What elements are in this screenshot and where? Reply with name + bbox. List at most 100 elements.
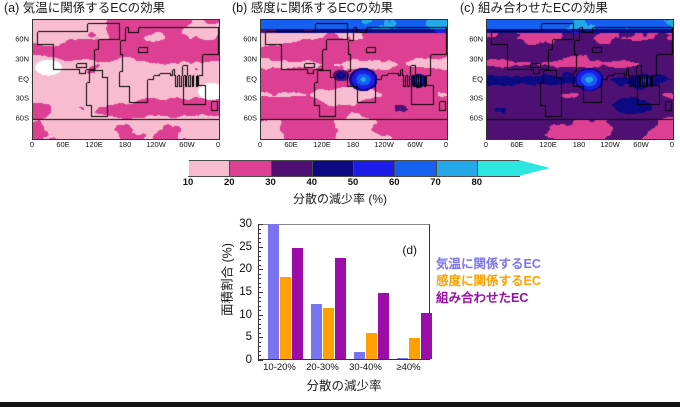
map-a-y-tick: EQ bbox=[18, 74, 29, 83]
x-tick-label: 20-30% bbox=[306, 362, 339, 373]
colorbar-over-arrow bbox=[519, 160, 550, 176]
y-tick-mark bbox=[258, 269, 263, 271]
map-a-x-tick: 60E bbox=[56, 140, 70, 149]
colorbar-segment-2 bbox=[271, 161, 313, 176]
map-b-x-axis: 0 60E 120E 180 120W 60W 0 bbox=[257, 140, 448, 152]
colorbar-tick: 30 bbox=[265, 177, 276, 188]
bar-1-2 bbox=[335, 257, 347, 359]
map-c-y-tick: 60N bbox=[469, 34, 483, 44]
colorbar-segment-3 bbox=[312, 161, 354, 176]
map-a-x-tick: 120W bbox=[146, 140, 166, 149]
y-tick-label: 25 bbox=[239, 240, 252, 253]
x-tick-label: 10-20% bbox=[263, 362, 296, 373]
y-tick-mark bbox=[258, 350, 261, 352]
colorbar-tick: 70 bbox=[430, 177, 441, 188]
map-c-x-tick: 60E bbox=[510, 140, 524, 149]
map-c-y-axis: 60N 30N EQ 30S 60S bbox=[462, 19, 484, 138]
y-tick-mark bbox=[258, 237, 261, 239]
colorbar-segment-4 bbox=[354, 161, 396, 176]
map-a-x-tick: 60W bbox=[179, 140, 195, 149]
bar-3-2 bbox=[421, 312, 433, 359]
bar-chart-x-tick-labels: 10-20% 20-30% 30-40% ≥40% bbox=[258, 362, 430, 376]
x-tick-label: ≥40% bbox=[396, 362, 421, 373]
y-tick-mark bbox=[258, 228, 261, 230]
y-tick-mark bbox=[258, 233, 261, 235]
bar-group bbox=[354, 225, 390, 359]
map-b-y-tick: 30N bbox=[243, 54, 257, 64]
map-b-x-tick: 60E bbox=[284, 140, 298, 149]
y-tick-label: 0 bbox=[245, 354, 252, 366]
bar-chart-x-axis-title: 分散の減少率 bbox=[306, 379, 382, 393]
map-panel-c: (c) 組み合わせたECの効果 bbox=[456, 0, 680, 17]
bar-0-0 bbox=[268, 224, 280, 359]
colorbar-tick: 60 bbox=[388, 177, 400, 188]
bar-chart-legend: 気温に関係するEC 感度に関係するEC 組み合わせたEC bbox=[436, 256, 666, 307]
bar-2-0 bbox=[354, 352, 366, 359]
y-tick-mark bbox=[258, 224, 263, 225]
y-tick-label: 5 bbox=[245, 331, 252, 344]
legend-item-1: 感度に関係するEC bbox=[436, 274, 541, 288]
map-c-x-tick: 120E bbox=[539, 140, 557, 149]
map-c-x-axis: 0 60E 120E 180 120W 60W 0 bbox=[483, 140, 675, 152]
map-b-x-tick: 180 bbox=[346, 140, 360, 149]
y-tick-mark bbox=[258, 301, 261, 303]
map-a-y-tick: 30N bbox=[15, 54, 29, 64]
y-tick-mark bbox=[258, 337, 263, 339]
bar-group bbox=[397, 225, 433, 359]
bar-3-0 bbox=[397, 357, 409, 359]
bar-1-1 bbox=[323, 308, 335, 359]
colorbar-segment-0 bbox=[189, 161, 231, 176]
y-tick-mark bbox=[258, 292, 263, 293]
legend-item-0: 気温に関係するEC bbox=[436, 257, 541, 271]
x-tick-label: 30-40% bbox=[349, 362, 382, 373]
bar-group bbox=[268, 224, 304, 359]
bar-0-1 bbox=[280, 277, 292, 359]
map-raster-c bbox=[487, 20, 673, 139]
y-tick-label: 15 bbox=[239, 286, 252, 298]
colorbar-tick: 50 bbox=[347, 177, 359, 188]
y-tick-mark bbox=[258, 355, 261, 357]
bar-chart-plot-area: (d) bbox=[258, 224, 433, 360]
colorbar-segment-7 bbox=[477, 161, 519, 176]
bar-1-0 bbox=[311, 304, 323, 359]
colorbar-title: 分散の減少率 (%) bbox=[293, 192, 387, 206]
colorbar-segments bbox=[188, 160, 520, 177]
map-a-y-tick: 30S bbox=[15, 93, 29, 103]
bar-chart-y-tick-labels: 0 5 10 15 20 25 30 bbox=[216, 218, 256, 366]
y-tick-mark bbox=[258, 278, 261, 280]
colorbar-segment-1 bbox=[230, 161, 272, 176]
colorbar-tick: 80 bbox=[471, 177, 483, 188]
colorbar-segment-5 bbox=[395, 161, 437, 176]
y-tick-mark bbox=[258, 310, 261, 312]
map-a-x-axis: 0 60E 120E 180 120W 60W 0 bbox=[30, 140, 221, 152]
map-panel-a: (a) 気温に関係するECの効果 bbox=[0, 0, 226, 17]
colorbar-tick: 10 bbox=[182, 177, 194, 188]
colorbar-under-arrow bbox=[158, 160, 189, 176]
y-tick-label: 20 bbox=[239, 263, 252, 276]
map-c-x-tick: 0 bbox=[669, 140, 675, 149]
colorbar-tick-labels: 10 20 30 40 50 60 70 80 bbox=[183, 177, 518, 190]
y-tick-mark bbox=[258, 264, 261, 266]
colorbar-segment-6 bbox=[436, 161, 478, 176]
y-tick-mark bbox=[258, 251, 261, 253]
y-tick-mark bbox=[258, 242, 261, 244]
map-panel-c-title: (c) 組み合わせたECの効果 bbox=[460, 1, 608, 15]
map-a-x-tick: 0 bbox=[215, 140, 221, 149]
y-tick-mark bbox=[258, 328, 261, 330]
map-panel-a-title: (a) 気温に関係するECの効果 bbox=[4, 1, 166, 15]
bar-chart-d: 面積割合 (%) 0 5 10 15 20 25 30 (d) 10-20% 20-30% 30… bbox=[196, 212, 541, 397]
map-panel-b: (b) 感度に関係するECの効果 bbox=[228, 0, 454, 17]
map-c-x-tick: 60W bbox=[633, 140, 649, 149]
map-c-x-tick: 120W bbox=[600, 140, 620, 149]
map-c-x-tick: 0 bbox=[483, 140, 489, 149]
bar-2-2 bbox=[378, 293, 390, 359]
map-b-y-tick: EQ bbox=[246, 74, 257, 83]
map-c-y-tick: 60S bbox=[469, 113, 483, 123]
bar-chart-panel-label: (d) bbox=[402, 243, 417, 257]
map-b-x-tick: 0 bbox=[257, 140, 263, 149]
y-tick-mark bbox=[258, 323, 261, 325]
map-b-y-tick: 60S bbox=[243, 113, 257, 123]
bar-0-2 bbox=[292, 247, 304, 359]
map-plot-c bbox=[486, 19, 674, 140]
